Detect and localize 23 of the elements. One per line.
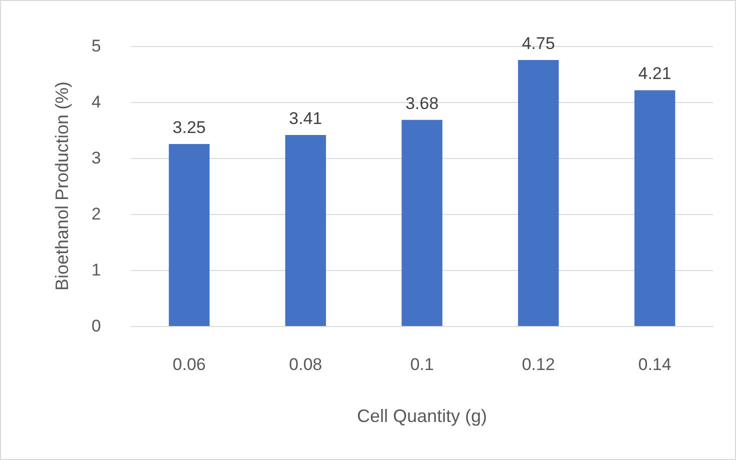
data-label: 3.25 [172,118,206,137]
x-tick-label: 0.1 [410,355,434,374]
data-label: 4.75 [522,34,555,53]
bar [402,120,442,326]
x-axis-title: Cell Quantity (g) [356,406,488,426]
y-tick-label: 3 [92,148,101,168]
y-tick-label: 2 [92,204,101,224]
x-tick-label: 0.06 [172,355,206,374]
data-label: 4.21 [638,64,672,84]
x-tick-label: 0.12 [522,355,555,374]
bar [168,144,210,326]
y-tick-label: 5 [92,36,101,56]
data-label: 3.41 [289,109,322,128]
bar [285,135,326,326]
y-tick-label: 1 [92,260,101,280]
x-tick-label: 0.14 [638,355,672,374]
bar [518,60,559,326]
y-tick-label: 0 [92,316,101,336]
bar [634,90,676,326]
x-tick-label: 0.08 [289,355,322,374]
data-label: 3.68 [405,94,439,113]
y-tick-label: 4 [92,92,101,112]
y-axis-title: Bioethanol Production (%) [52,81,72,291]
